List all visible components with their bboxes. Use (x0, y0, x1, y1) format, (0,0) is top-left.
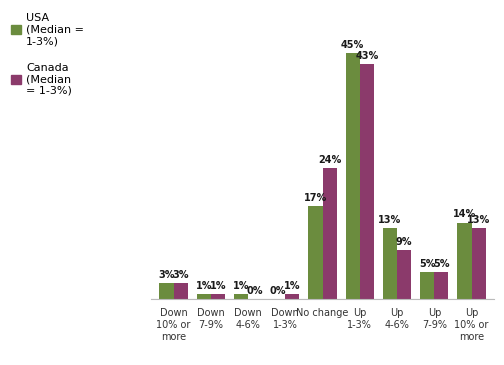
Text: 3%: 3% (172, 270, 189, 280)
Text: 1%: 1% (210, 281, 226, 291)
Bar (285, 294, 299, 299)
Bar (397, 250, 411, 299)
Bar (434, 272, 449, 299)
Text: 5%: 5% (419, 259, 435, 269)
Bar (197, 294, 211, 299)
Bar (211, 294, 225, 299)
Bar (458, 223, 472, 299)
Bar (383, 228, 397, 299)
Text: 17%: 17% (304, 193, 327, 203)
Text: 0%: 0% (247, 286, 264, 296)
Text: 43%: 43% (355, 51, 379, 61)
Text: 45%: 45% (341, 40, 364, 50)
Text: 13%: 13% (379, 215, 402, 225)
Bar (234, 294, 248, 299)
Bar (308, 206, 323, 299)
Text: 1%: 1% (233, 281, 249, 291)
Text: 1%: 1% (196, 281, 212, 291)
Text: 13%: 13% (467, 215, 490, 225)
Text: 14%: 14% (453, 210, 476, 219)
Text: 0%: 0% (270, 286, 286, 296)
Bar (420, 272, 434, 299)
Text: 24%: 24% (318, 155, 341, 165)
Text: 5%: 5% (433, 259, 450, 269)
Bar (472, 228, 486, 299)
Bar (360, 64, 374, 299)
Bar (346, 53, 360, 299)
Bar (159, 283, 173, 299)
Bar (173, 283, 187, 299)
Text: 9%: 9% (396, 237, 412, 247)
Legend: USA
(Median =
1-3%), Canada
(Median
= 1-3%): USA (Median = 1-3%), Canada (Median = 1-… (11, 13, 84, 96)
Text: 3%: 3% (158, 270, 175, 280)
Bar (323, 168, 337, 299)
Text: 1%: 1% (284, 281, 300, 291)
